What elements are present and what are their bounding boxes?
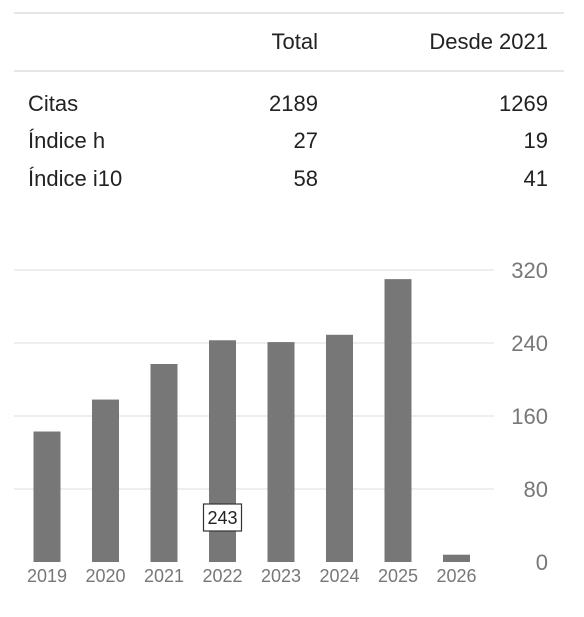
table-header-rule — [14, 70, 564, 72]
y-tick-label: 80 — [524, 477, 548, 502]
row-citations-since: 1269 — [499, 91, 548, 116]
row-h-index-label[interactable]: Índice h — [28, 128, 106, 153]
y-tick-label: 160 — [511, 404, 548, 429]
y-tick-label: 320 — [511, 258, 548, 283]
tooltip-box — [202, 503, 243, 532]
x-tick-label: 2024 — [319, 566, 359, 586]
header-total[interactable]: Total — [271, 29, 318, 54]
y-tick-label: 0 — [536, 550, 548, 575]
bar-2019[interactable] — [33, 431, 61, 562]
bar-2023[interactable] — [267, 342, 295, 562]
header-since-2021[interactable]: Desde 2021 — [429, 29, 548, 54]
row-i10-index-total: 58 — [293, 166, 318, 191]
x-tick-label: 2021 — [144, 566, 184, 586]
chart-bars — [33, 279, 470, 562]
tooltip-value: 243 — [207, 508, 237, 528]
bar-2020[interactable] — [92, 399, 119, 562]
row-h-index-since: 19 — [523, 128, 548, 153]
y-tick-label: 240 — [511, 331, 548, 356]
x-tick-label: 2022 — [202, 566, 242, 586]
row-citations-label[interactable]: Citas — [28, 91, 79, 116]
x-tick-label: 2019 — [27, 566, 67, 586]
citations-per-year-chart: 0 80 160 240 320 2019 2020 2021 2022 2023 2024 202… — [14, 258, 548, 586]
chart-gridlines — [14, 269, 494, 490]
row-i10-index-since: 41 — [523, 166, 548, 191]
bar-2025[interactable] — [384, 279, 412, 562]
bar-2024[interactable] — [326, 334, 353, 562]
y-axis-ticks: 0 80 160 240 320 — [511, 258, 548, 575]
bar-2021[interactable] — [150, 363, 178, 562]
table-top-rule — [14, 12, 564, 14]
row-i10-index-label[interactable]: Índice i10 — [28, 166, 123, 191]
row-citations-total: 2189 — [269, 91, 318, 116]
x-tick-label: 2020 — [85, 566, 125, 586]
bar-tooltip: 243 — [202, 503, 243, 532]
x-tick-label: 2023 — [261, 566, 301, 586]
x-tick-label: 2026 — [436, 566, 476, 586]
x-axis-ticks: 2019 2020 2021 2022 2023 2024 2025 2026 — [27, 566, 477, 586]
bar-2026[interactable] — [443, 554, 470, 562]
row-h-index-total: 27 — [293, 128, 318, 153]
x-tick-label: 2025 — [378, 566, 418, 586]
